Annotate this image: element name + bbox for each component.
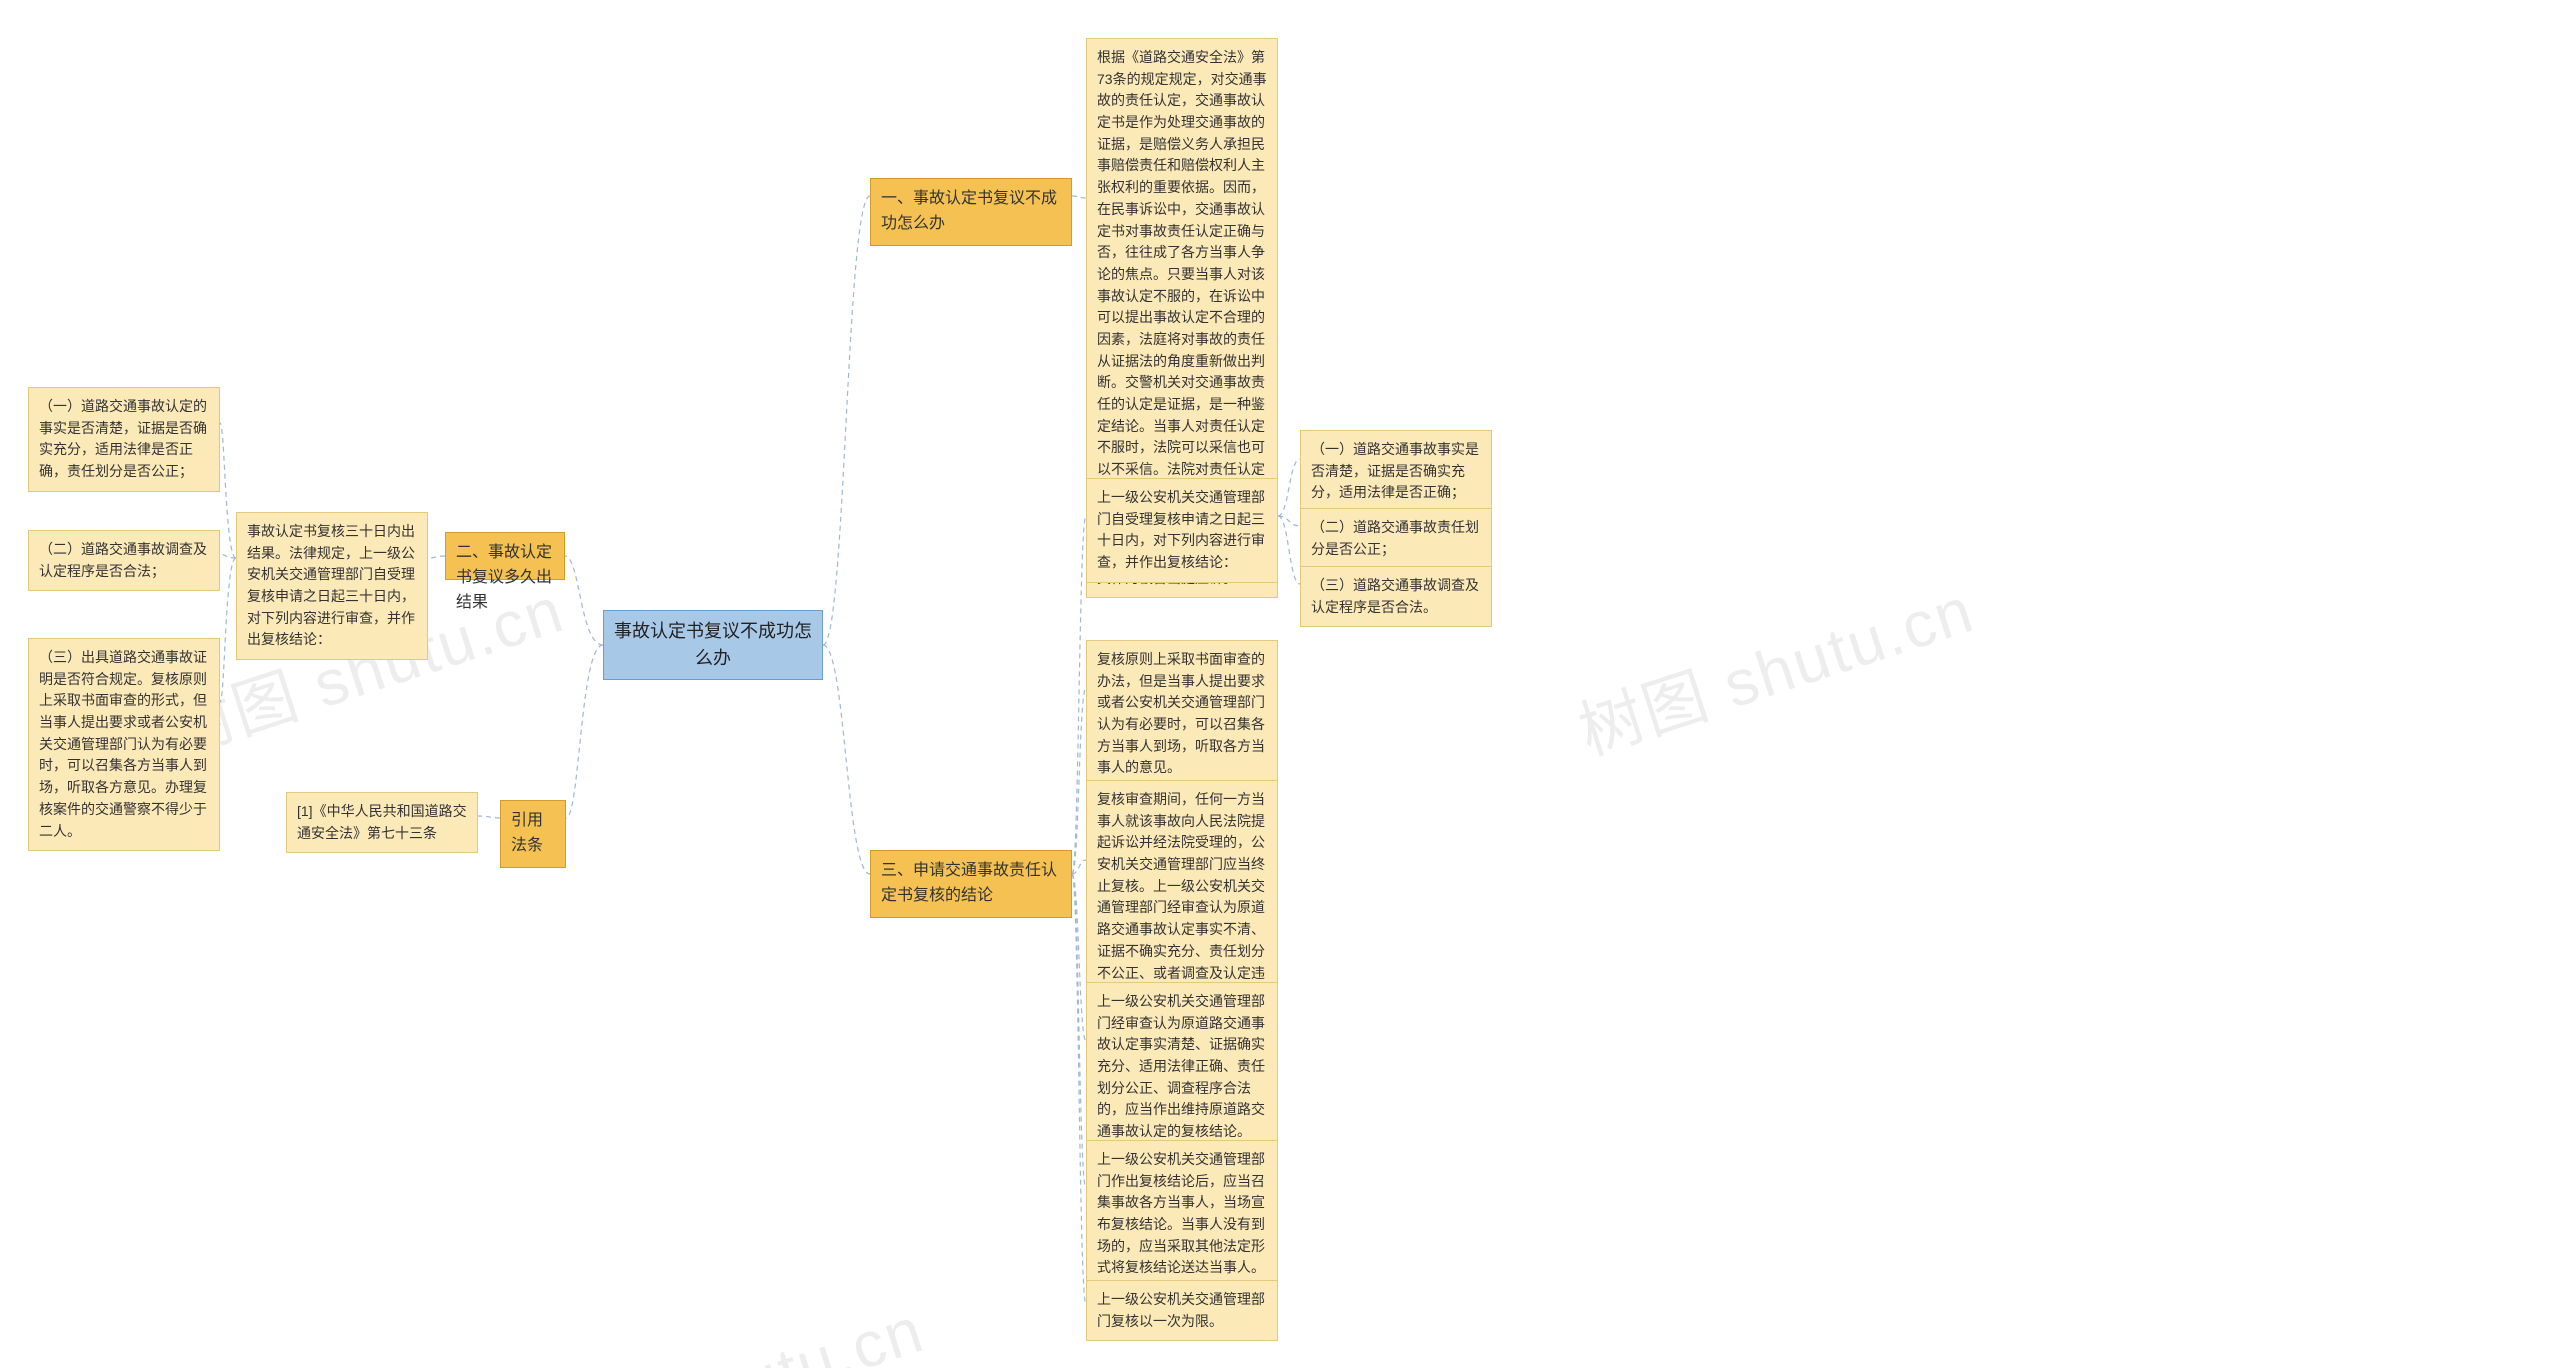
leaf-text: （三）道路交通事故调查及认定程序是否合法。 [1311, 577, 1479, 615]
leaf-node: （一）道路交通事故认定的事实是否清楚，证据是否确实充分，适用法律是否正确，责任划… [28, 387, 220, 492]
leaf-node: （二）道路交通事故调查及认定程序是否合法； [28, 530, 220, 591]
leaf-node: （三）道路交通事故调查及认定程序是否合法。 [1300, 566, 1492, 627]
leaf-text: 上一级公安机关交通管理部门复核以一次为限。 [1097, 1291, 1265, 1329]
branch-node: 引用法条 [500, 800, 566, 868]
branch-label: 一、事故认定书复议不成功怎么办 [881, 190, 1057, 232]
leaf-text: （一）道路交通事故认定的事实是否清楚，证据是否确实充分，适用法律是否正确，责任划… [39, 398, 207, 479]
leaf-node: （三）出具道路交通事故证明是否符合规定。复核原则上采取书面审查的形式，但当事人提… [28, 638, 220, 851]
leaf-text: 上一级公安机关交通管理部门经审查认为原道路交通事故认定事实清楚、证据确实充分、适… [1097, 993, 1265, 1139]
branch-node: 二、事故认定书复议多久出结果 [445, 532, 565, 580]
leaf-text: 事故认定书复核三十日内出结果。法律规定，上一级公安机关交通管理部门自受理复核申请… [247, 523, 415, 647]
leaf-text: （二）道路交通事故责任划分是否公正； [1311, 519, 1479, 557]
leaf-node: 事故认定书复核三十日内出结果。法律规定，上一级公安机关交通管理部门自受理复核申请… [236, 512, 428, 660]
leaf-node: [1]《中华人民共和国道路交通安全法》第七十三条 [286, 792, 478, 853]
leaf-node: 复核原则上采取书面审查的办法，但是当事人提出要求或者公安机关交通管理部门认为有必… [1086, 640, 1278, 788]
leaf-text: [1]《中华人民共和国道路交通安全法》第七十三条 [297, 803, 467, 841]
leaf-text: 复核原则上采取书面审查的办法，但是当事人提出要求或者公安机关交通管理部门认为有必… [1097, 651, 1265, 775]
branch-label: 三、申请交通事故责任认定书复核的结论 [881, 862, 1057, 904]
watermark: 树图 shutu.cn [1566, 559, 1984, 773]
leaf-text: （一）道路交通事故事实是否清楚，证据是否确实充分，适用法律是否正确； [1311, 441, 1479, 500]
leaf-text: 上一级公安机关交通管理部门自受理复核申请之日起三十日内，对下列内容进行审查，并作… [1097, 489, 1265, 570]
leaf-node: （二）道路交通事故责任划分是否公正； [1300, 508, 1492, 569]
leaf-node: 上一级公安机关交通管理部门自受理复核申请之日起三十日内，对下列内容进行审查，并作… [1086, 478, 1278, 583]
leaf-node: 上一级公安机关交通管理部门复核以一次为限。 [1086, 1280, 1278, 1341]
leaf-text: 上一级公安机关交通管理部门作出复核结论后，应当召集事故各方当事人，当场宣布复核结… [1097, 1151, 1265, 1275]
leaf-text: （三）出具道路交通事故证明是否符合规定。复核原则上采取书面审查的形式，但当事人提… [39, 649, 207, 839]
connector-layer [0, 0, 2560, 1368]
root-label: 事故认定书复议不成功怎么办 [614, 618, 812, 672]
branch-label: 二、事故认定书复议多久出结果 [456, 544, 552, 611]
leaf-node: 上一级公安机关交通管理部门作出复核结论后，应当召集事故各方当事人，当场宣布复核结… [1086, 1140, 1278, 1288]
branch-label: 引用法条 [511, 812, 543, 854]
leaf-node: 上一级公安机关交通管理部门经审查认为原道路交通事故认定事实清楚、证据确实充分、适… [1086, 982, 1278, 1152]
leaf-node: （一）道路交通事故事实是否清楚，证据是否确实充分，适用法律是否正确； [1300, 430, 1492, 513]
branch-node: 一、事故认定书复议不成功怎么办 [870, 178, 1072, 246]
watermark: 树图 shutu.cn [516, 1279, 934, 1368]
branch-node: 三、申请交通事故责任认定书复核的结论 [870, 850, 1072, 918]
leaf-text: （二）道路交通事故调查及认定程序是否合法； [39, 541, 207, 579]
mindmap-root: 事故认定书复议不成功怎么办 [603, 610, 823, 680]
